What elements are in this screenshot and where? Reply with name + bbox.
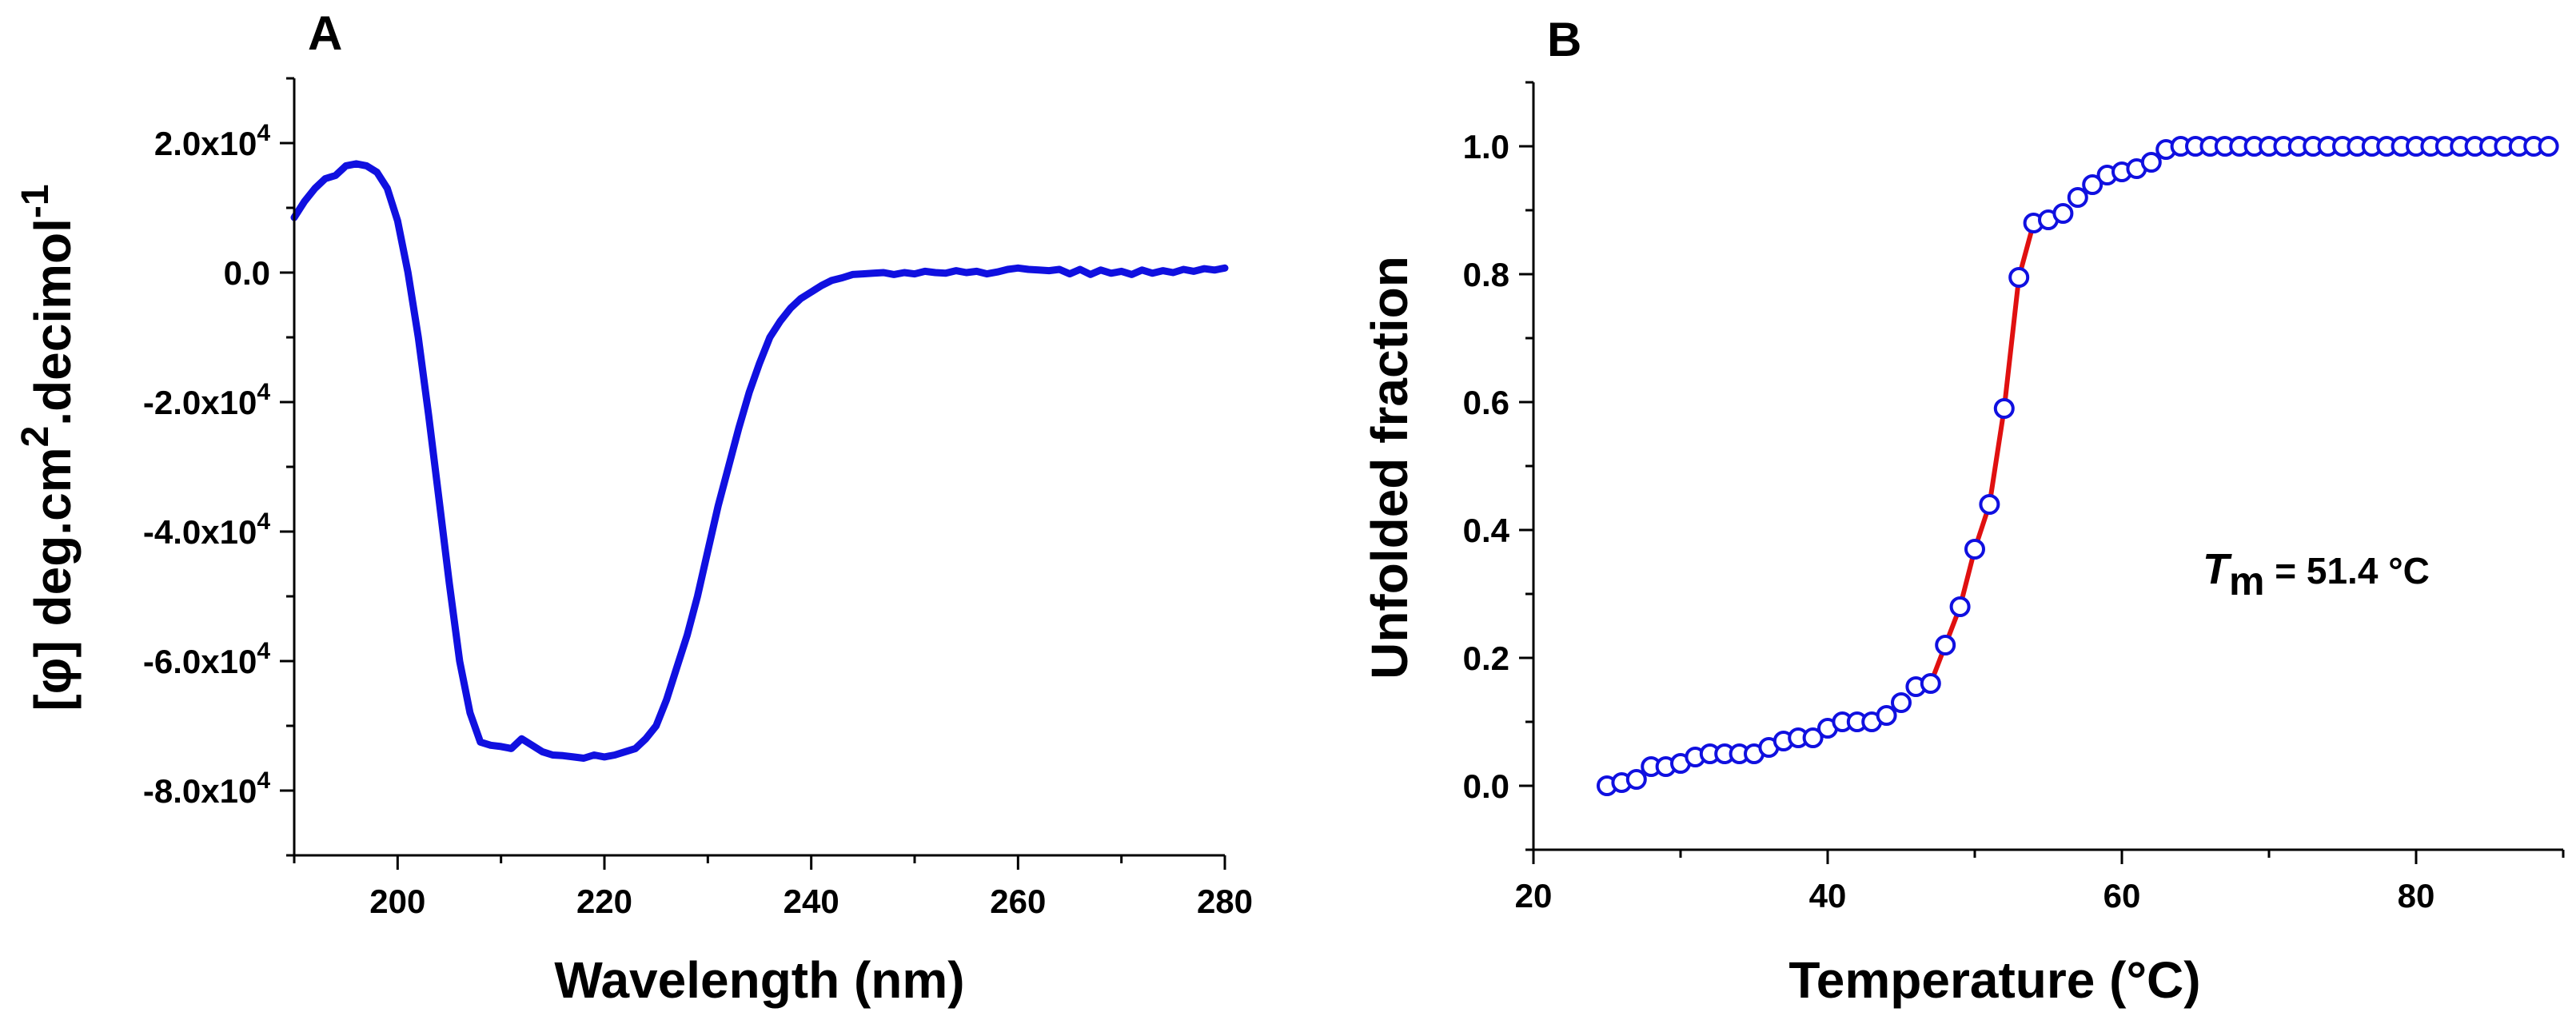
data-point bbox=[1625, 769, 1647, 790]
panel-a-y-tick-mantissa: -8.0x10 bbox=[143, 772, 257, 810]
panel-a-y-tick-exponent: 4 bbox=[257, 379, 270, 405]
panel-b-series bbox=[1597, 136, 2559, 796]
panel-a-y-tick-label: 2.0x104 bbox=[154, 120, 270, 162]
data-point bbox=[1920, 673, 1941, 694]
tm-value: = 51.4 °C bbox=[2264, 550, 2429, 592]
data-point bbox=[2082, 174, 2103, 195]
panel-a-y-tick-label: 0.0 bbox=[224, 254, 270, 292]
panel-a-y-tick-mantissa: 0.0 bbox=[224, 254, 270, 292]
panel-a-y-tick-label: -8.0x104 bbox=[143, 767, 270, 810]
panel-b-y-tick-label: 1.0 bbox=[1463, 128, 1509, 165]
panel-a-y-title-sup1: 2 bbox=[14, 426, 57, 448]
panel-a-x-axis-title: Wavelength (nm) bbox=[554, 951, 964, 1009]
panel-a: A 200 220 240 260 2802.0x1040.0-2.0x104-4.0x… bbox=[14, 6, 1253, 1009]
data-point bbox=[2140, 152, 2162, 173]
panel-a-x-tick-label: 220 bbox=[576, 883, 632, 920]
tm-annotation: Tm = 51.4 °C bbox=[2203, 545, 2430, 604]
panel-a-label: A bbox=[308, 6, 342, 60]
panel-a-series bbox=[290, 160, 1229, 762]
data-point bbox=[1802, 727, 1824, 748]
panel-a-x-tick-label: 200 bbox=[369, 883, 425, 920]
data-point bbox=[2067, 187, 2088, 208]
data-point bbox=[1935, 635, 1956, 655]
panel-b-y-tick-label: 0.0 bbox=[1463, 767, 1509, 805]
panel-b-x-tick-label: 40 bbox=[1809, 877, 1847, 914]
panel-a-y-tick-exponent: 4 bbox=[257, 638, 270, 664]
data-point bbox=[2052, 203, 2074, 224]
panel-a-x-tick-label: 280 bbox=[1197, 883, 1253, 920]
panel-a-y-title-prefix: [φ] deg.cm bbox=[24, 447, 82, 711]
panel-b-y-axis-title: Unfolded fraction bbox=[1361, 256, 1418, 679]
data-point bbox=[1993, 398, 2015, 419]
panel-b-y-tick-label: 0.4 bbox=[1463, 512, 1510, 549]
panel-b-y-tick-label: 0.2 bbox=[1463, 640, 1509, 677]
panel-b-axes: 20 40 60 80 0.0 0.2 0.4 0.6 0.8 1.0 bbox=[1463, 81, 2565, 914]
panel-a-y-title-middle: .decimol bbox=[24, 218, 82, 426]
panel-a-y-tick-mantissa: 2.0x10 bbox=[154, 125, 257, 162]
fit-line bbox=[1928, 222, 2036, 685]
panel-b-label: B bbox=[1547, 13, 1581, 66]
data-point bbox=[1949, 596, 1971, 617]
data-point bbox=[2008, 267, 2030, 288]
tm-subscript: m bbox=[2229, 559, 2264, 604]
panel-a-y-title-sup2: -1 bbox=[14, 184, 57, 218]
panel-a-x-tick-label: 240 bbox=[784, 883, 839, 920]
panel-a-y-tick-mantissa: -2.0x10 bbox=[143, 384, 257, 421]
cd-spectrum-line bbox=[290, 160, 1229, 762]
panel-b-y-tick-label: 0.6 bbox=[1463, 384, 1509, 421]
panel-a-y-tick-exponent: 4 bbox=[257, 508, 270, 535]
panel-a-y-tick-label: -2.0x104 bbox=[143, 379, 270, 421]
panel-a-y-tick-exponent: 4 bbox=[257, 767, 270, 794]
panel-a-axes: 200 220 240 260 2802.0x1040.0-2.0x104-4.0x10… bbox=[143, 77, 1253, 920]
panel-b-x-tick-label: 20 bbox=[1515, 877, 1553, 914]
panel-b-y-tick-label: 0.8 bbox=[1463, 256, 1509, 293]
panel-a-y-tick-mantissa: -4.0x10 bbox=[143, 513, 257, 551]
data-point bbox=[1964, 539, 1985, 560]
panel-b-x-tick-label: 80 bbox=[2398, 877, 2435, 914]
panel-a-x-tick-label: 260 bbox=[990, 883, 1046, 920]
data-point bbox=[1891, 692, 1912, 713]
panel-b: B 20 40 60 80 0.0 0.2 0.4 0.6 0.8 1.0 Temperature… bbox=[1361, 13, 2565, 1009]
panel-b-x-axis-title: Temperature (°C) bbox=[1788, 951, 2200, 1009]
panel-a-y-tick-label: -4.0x104 bbox=[143, 508, 270, 551]
panel-a-y-tick-mantissa: -6.0x10 bbox=[143, 643, 257, 680]
data-point bbox=[1979, 494, 2000, 515]
panel-b-x-tick-label: 60 bbox=[2103, 877, 2141, 914]
data-point bbox=[2538, 136, 2559, 157]
data-point bbox=[1876, 705, 1897, 726]
panel-a-y-tick-label: -6.0x104 bbox=[143, 638, 270, 680]
panel-a-y-tick-exponent: 4 bbox=[257, 120, 270, 146]
tm-symbol: T bbox=[2203, 545, 2232, 593]
panel-a-y-axis-title: [φ] deg.cm2.decimol-1 bbox=[14, 184, 82, 711]
